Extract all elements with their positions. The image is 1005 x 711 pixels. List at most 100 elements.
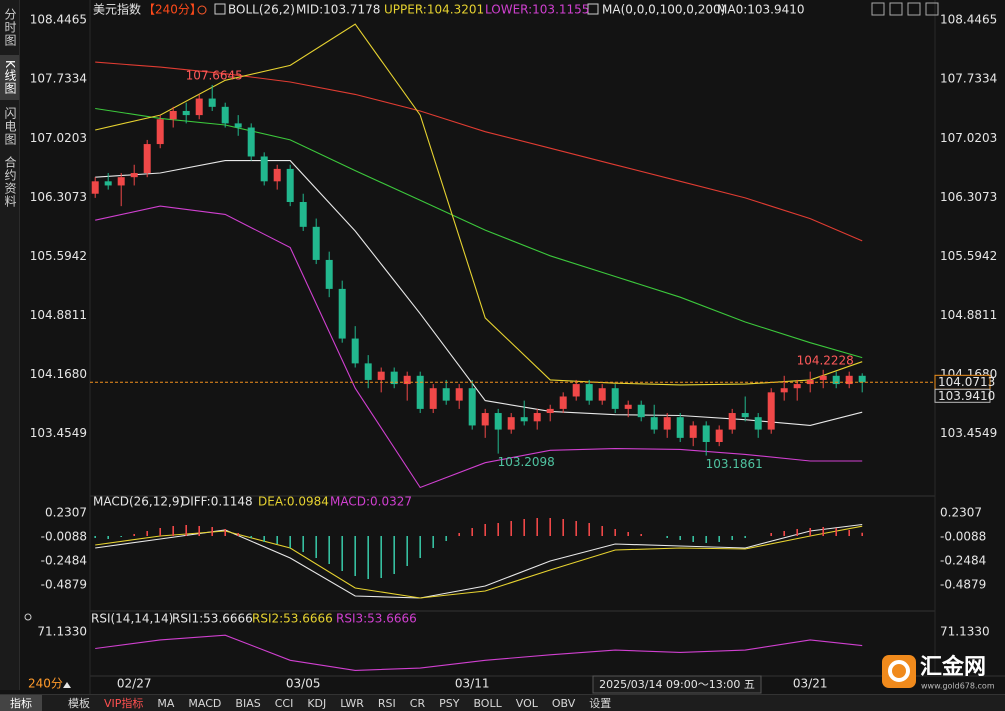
low-label: 103.1861: [706, 457, 763, 471]
time-tooltip-box: [592, 675, 762, 694]
period-selector[interactable]: 240分: [28, 677, 63, 691]
legend-entry: DEA:0.0984: [258, 495, 329, 509]
y-tick-label: 0.2307: [45, 505, 87, 519]
toolbar-tab[interactable]: RSI: [377, 697, 396, 710]
indicator-line: [95, 634, 863, 671]
toolbar-tab[interactable]: 设置: [589, 697, 612, 710]
indicator-line: [95, 23, 863, 386]
y-tick-label-right: -0.0088: [940, 529, 986, 543]
candle-body: [624, 404, 632, 409]
background: [0, 0, 1005, 694]
side-tab[interactable]: K线图: [0, 55, 19, 100]
candle-body: [286, 168, 294, 202]
candle-body: [663, 417, 671, 430]
candle-body: [234, 123, 242, 128]
toolbar-tab[interactable]: BOLL: [473, 697, 502, 710]
candle-body: [650, 417, 658, 430]
icon[interactable]: [214, 3, 226, 15]
candle-body: [455, 388, 463, 401]
sidebar: 分时图 K线图闪电图合约资料: [0, 0, 20, 690]
toolbar-tab[interactable]: 指标: [0, 695, 42, 711]
candle-body: [598, 388, 606, 401]
side-tab[interactable]: 分时图: [3, 7, 17, 47]
y-tick-label-right: 107.0203: [940, 131, 997, 145]
candle-body: [832, 375, 840, 385]
y-tick-label-right: 105.5942: [940, 249, 997, 263]
candle-body: [585, 384, 593, 401]
candle-body: [104, 181, 112, 186]
y-tick-label-right: 106.3073: [940, 190, 997, 204]
ma0-label: 103.9410: [938, 389, 995, 403]
candle-body: [143, 144, 151, 174]
toolbar-tab[interactable]: BIAS: [235, 697, 261, 710]
low-label: 103.2098: [498, 455, 555, 469]
candle-body: [221, 106, 229, 124]
candle-body: [325, 259, 333, 289]
y-tick-label: -0.4879: [41, 577, 87, 591]
candle-body: [156, 119, 164, 145]
side-tab[interactable]: 闪电图: [3, 106, 17, 146]
candle-body: [468, 388, 476, 426]
y-tick-label: 108.4465: [30, 13, 87, 27]
y-tick-label: 106.3073: [30, 190, 87, 204]
toolbar-tab[interactable]: MA: [157, 697, 175, 710]
legend-entry: DIFF:0.1148: [181, 495, 253, 509]
candle-body: [767, 392, 775, 430]
toolbar-tab[interactable]: MACD: [188, 697, 222, 710]
icon[interactable]: [871, 2, 885, 16]
y-tick-label-right: 104.8811: [940, 308, 997, 322]
toolbar-tab[interactable]: LWR: [340, 697, 364, 710]
x-tick-label: 02/27: [117, 677, 152, 691]
toolbar-tab[interactable]: VOL: [515, 697, 538, 710]
icon[interactable]: [889, 2, 903, 16]
candle-body: [520, 417, 528, 422]
toolbar-tab[interactable]: PSY: [439, 697, 460, 710]
candle-body: [676, 417, 684, 438]
toolbar-tab[interactable]: CR: [409, 697, 426, 710]
toolbar-tab[interactable]: 模板: [68, 697, 90, 710]
y-tick-label: 107.7334: [30, 72, 87, 86]
high-label: 107.6645: [186, 68, 243, 82]
side-tab[interactable]: 合约资料: [3, 156, 17, 208]
candle-body: [858, 375, 866, 383]
indicator-line: [95, 205, 863, 489]
candle-body: [208, 98, 216, 107]
icon[interactable]: [907, 2, 921, 16]
x-tick-label: 03/05: [286, 677, 321, 691]
x-tick-label: 03/11: [455, 677, 490, 691]
candle-body: [741, 413, 749, 418]
icon[interactable]: [24, 613, 32, 621]
y-tick-label: 103.4549: [30, 426, 87, 440]
icon[interactable]: [197, 5, 207, 15]
candle-body: [169, 110, 177, 120]
toolbar-tab[interactable]: CCI: [274, 697, 294, 710]
candle-body: [611, 388, 619, 409]
candle-body: [130, 173, 138, 178]
legend-entry: MID:103.7178: [296, 3, 380, 17]
y-tick-label: -0.0088: [41, 529, 87, 543]
candle-body: [273, 168, 281, 182]
chart-title: 美元指数: [93, 2, 141, 17]
icon[interactable]: [63, 682, 71, 688]
toolbar-tab[interactable]: KDJ: [307, 697, 327, 710]
ma0-box: [934, 388, 991, 403]
logo-url: www.gold678.com: [921, 682, 995, 691]
toolbar-tab[interactable]: OBV: [551, 697, 576, 710]
candle-body: [247, 127, 255, 157]
y-tick-label-right: 0.2307: [940, 505, 982, 519]
chart: 美元指数 【240分】 240分 2025/03/14 09:00～13:00 …: [0, 0, 1005, 694]
icon[interactable]: [925, 2, 939, 16]
legend-entry: UPPER:104.3201: [384, 3, 484, 17]
candle-body: [533, 413, 541, 422]
toolbar-tab[interactable]: VIP指标: [104, 697, 144, 710]
icon[interactable]: [587, 3, 599, 15]
candle-body: [195, 98, 203, 116]
candle-body: [715, 429, 723, 442]
legend-entry: RSI(14,14,14): [91, 612, 173, 626]
candle-body: [364, 363, 372, 380]
period: 【240分】: [143, 3, 202, 17]
legend-entry: RSI3:53.6666: [336, 612, 417, 626]
y-tick-label-right: -0.2484: [940, 553, 986, 567]
candle-body: [299, 202, 307, 227]
logo-icon: [888, 660, 910, 682]
